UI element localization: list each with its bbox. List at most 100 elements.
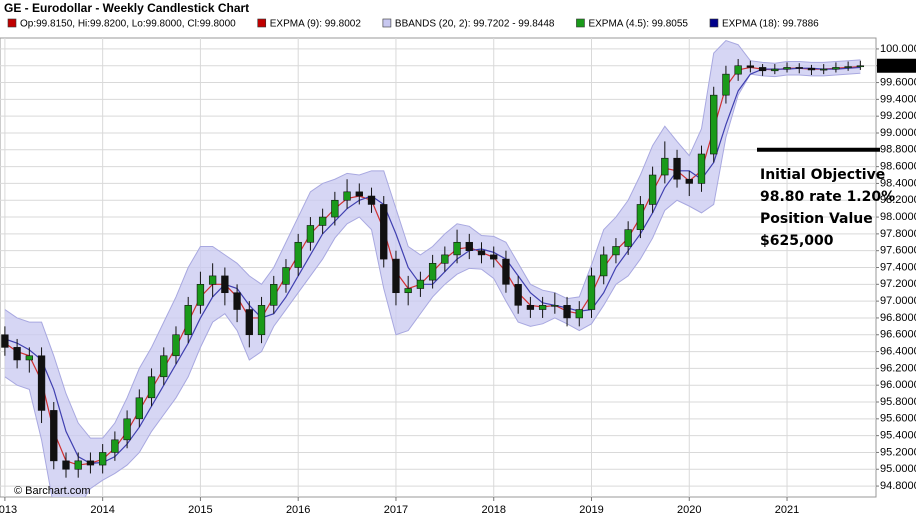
- candle-body: [612, 246, 620, 256]
- y-tick-label: 97.6000: [880, 245, 916, 257]
- candle-body: [392, 258, 400, 294]
- y-tick-label: 99.0000: [880, 127, 916, 139]
- candle-body: [270, 284, 278, 306]
- legend-swatch: [576, 18, 585, 28]
- candle-body: [697, 153, 706, 184]
- legend-label: EXPMA (4.5): 99.8055: [588, 19, 688, 30]
- candle-body: [563, 305, 571, 319]
- candle-body: [820, 68, 828, 71]
- y-tick-label: 96.0000: [880, 379, 916, 391]
- candle-body: [1, 334, 9, 348]
- candle-body: [380, 204, 388, 260]
- candle-body: [355, 191, 363, 197]
- candle-body: [795, 67, 803, 69]
- plot-area: [1, 39, 865, 497]
- candle-body: [25, 355, 33, 361]
- candle-body: [404, 288, 412, 294]
- candle-body: [245, 309, 253, 336]
- y-tick-label: 98.6000: [880, 161, 916, 173]
- candle-body: [587, 275, 596, 310]
- axes: 94.8000 95.0000 95.2000 95.4000 95.6000 95.80…: [0, 43, 916, 516]
- x-tick-label: 2016: [286, 504, 310, 516]
- legend-label: EXPMA (18): 99.7886: [722, 19, 819, 30]
- candle-body: [551, 305, 559, 307]
- band-lower: [4, 72, 861, 497]
- last-price-label: 99.8000: [880, 60, 916, 72]
- x-tick-label: 2019: [579, 504, 603, 516]
- candle-body: [160, 355, 168, 378]
- candle-body: [514, 284, 522, 306]
- candle-body: [502, 258, 510, 285]
- x-tick-label: 2018: [481, 504, 505, 516]
- candle-body: [257, 305, 266, 336]
- candle-body: [416, 279, 425, 289]
- candle-body: [624, 229, 632, 247]
- annotation-text: $625,000: [760, 233, 834, 249]
- candle-body: [783, 67, 791, 70]
- candle-body: [37, 355, 46, 411]
- candle-body: [832, 67, 840, 70]
- candle-body: [86, 460, 95, 466]
- legend-label: EXPMA (9): 99.8002: [270, 19, 362, 30]
- candle-body: [74, 460, 82, 470]
- y-tick-label: 99.2000: [880, 110, 916, 122]
- watermark: © Barchart.com: [14, 485, 91, 497]
- legend-swatch: [7, 18, 17, 28]
- candle-body: [490, 254, 498, 260]
- candle-body: [135, 397, 143, 420]
- candle-body: [306, 225, 315, 243]
- candle-body: [538, 305, 547, 310]
- x-tick-label: 2021: [775, 504, 799, 516]
- x-tick-label: 2014: [90, 504, 114, 516]
- y-tick-label: 95.8000: [880, 396, 916, 408]
- candle-body: [673, 157, 681, 180]
- legend-swatch: [709, 18, 719, 28]
- legend-swatch: [382, 18, 392, 28]
- y-tick-label: 98.2000: [880, 194, 916, 206]
- candle-body: [758, 67, 767, 72]
- y-tick-label: 94.8000: [880, 480, 916, 492]
- candle-body: [50, 410, 58, 462]
- y-tick-label: 96.6000: [880, 329, 916, 341]
- y-tick-label: 98.8000: [880, 144, 916, 156]
- annotation-text: Initial Objective: [760, 167, 885, 183]
- candle-body: [710, 94, 718, 155]
- band-upper: [4, 39, 861, 439]
- y-tick-label: 97.2000: [880, 278, 916, 290]
- candle-body: [465, 241, 473, 251]
- candle-body: [221, 275, 229, 294]
- legend-label: Op:99.8150, Hi:99.8200, Lo:99.8000, Cl:9…: [20, 19, 236, 30]
- candle-body: [294, 241, 302, 268]
- y-tick-label: 97.8000: [880, 228, 916, 240]
- candle-body: [636, 204, 645, 230]
- y-tick-label: 96.4000: [880, 345, 916, 357]
- candle-body: [685, 178, 693, 184]
- candle-body: [147, 376, 156, 399]
- annotation-text: Position Value: [760, 211, 873, 227]
- y-tick-label: 95.4000: [880, 430, 916, 442]
- legend-swatch: [257, 18, 267, 28]
- candle-body: [98, 452, 107, 466]
- candle-body: [318, 216, 327, 226]
- y-tick-label: 96.8000: [880, 312, 916, 324]
- candle-body: [746, 65, 755, 68]
- candle-body: [367, 195, 376, 205]
- candle-body: [123, 418, 131, 441]
- last-price-box: [877, 58, 916, 73]
- y-tick-label: 98.0000: [880, 211, 916, 223]
- candle-body: [600, 254, 608, 277]
- chart-title: GE - Eurodollar - Weekly Candlestick Cha…: [4, 1, 249, 15]
- x-tick-label: 2015: [188, 504, 212, 516]
- candle-body: [233, 292, 241, 310]
- legend-label: BBANDS (20, 2): 99.7202 - 99.8448: [395, 19, 555, 30]
- y-tick-label: 100.0000: [880, 43, 916, 55]
- candle-body: [282, 267, 290, 285]
- y-tick-label: 96.2000: [880, 362, 916, 374]
- candle-body: [526, 305, 535, 310]
- candle-body: [331, 199, 339, 218]
- candle-body: [428, 262, 437, 281]
- y-tick-label: 97.4000: [880, 261, 916, 273]
- candle-body: [477, 250, 486, 256]
- y-tick-label: 95.0000: [880, 463, 916, 475]
